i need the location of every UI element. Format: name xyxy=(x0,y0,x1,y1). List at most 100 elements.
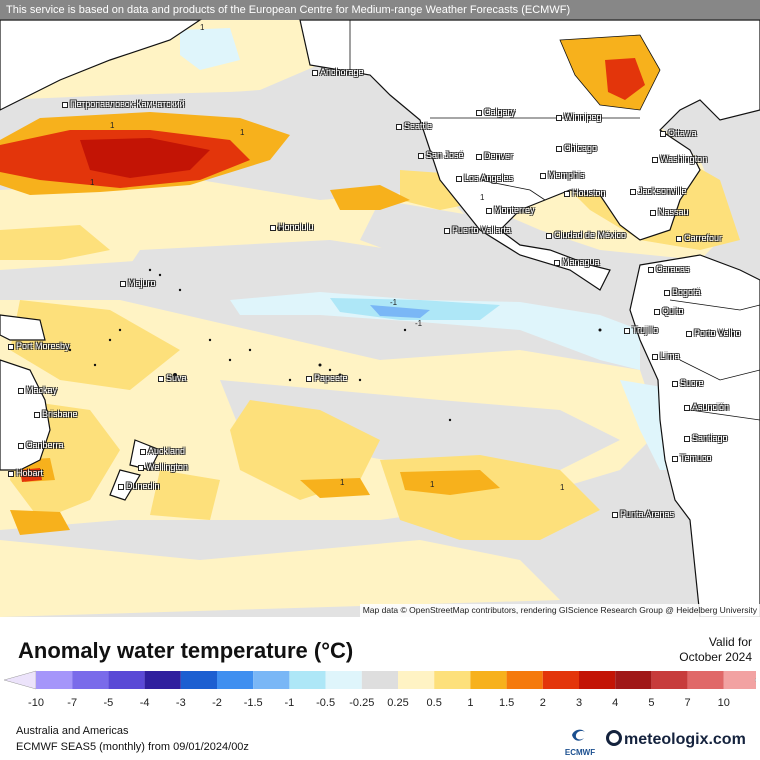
contour-label: 1 xyxy=(480,193,485,202)
legend-tick: -1.5 xyxy=(243,697,263,709)
city-name: Memphis xyxy=(548,170,585,180)
city-name: Петропавловск-Камчатский xyxy=(70,99,185,109)
city-label: Memphis xyxy=(540,170,585,180)
legend-tick: 1.5 xyxy=(498,697,515,709)
legend-tick: -4 xyxy=(139,697,150,709)
city-name: Temuco xyxy=(680,453,712,463)
city-marker-icon xyxy=(312,69,318,76)
city-name: Punta Arenas xyxy=(620,509,675,519)
legend-swatch xyxy=(398,671,435,689)
landmass-australia xyxy=(0,314,161,501)
legend-swatch xyxy=(723,671,756,689)
legend-swatch xyxy=(289,671,326,689)
city-label: Punta Arenas xyxy=(612,509,674,519)
city-marker-icon xyxy=(630,188,636,195)
city-marker-icon xyxy=(672,380,678,387)
city-label: Monterrey xyxy=(486,205,535,215)
city-label: Santiago xyxy=(684,433,728,443)
city-label: Dunedin xyxy=(118,481,160,491)
city-name: Caracas xyxy=(656,264,690,274)
city-label: Mackay xyxy=(18,385,57,395)
city-name: Porto Velho xyxy=(694,328,741,338)
city-label: Chicago xyxy=(556,143,597,153)
city-label: Auckland xyxy=(140,446,185,456)
city-label: Asunción xyxy=(684,402,729,412)
city-name: Monterrey xyxy=(494,205,535,215)
city-marker-icon xyxy=(556,114,562,121)
valid-label: Valid for xyxy=(708,635,752,649)
city-name: Wellington xyxy=(146,462,188,472)
meteologix-brand[interactable]: meteologix.com xyxy=(606,730,746,749)
contour-label: 1 xyxy=(430,480,435,489)
city-marker-icon xyxy=(476,109,482,116)
city-marker-icon xyxy=(120,280,126,287)
city-marker-icon xyxy=(624,327,630,334)
city-marker-icon xyxy=(8,343,14,350)
city-name: Brisbane xyxy=(42,409,78,419)
contour-label: 1 xyxy=(560,483,565,492)
city-name: Nassau xyxy=(658,207,689,217)
city-name: Lima xyxy=(660,351,680,361)
legend-swatch xyxy=(36,671,73,689)
city-name: Suva xyxy=(166,373,187,383)
city-label: Hobart xyxy=(8,468,43,478)
city-label: Majuro xyxy=(120,278,156,288)
city-marker-icon xyxy=(8,470,14,477)
ecmwf-swirl-icon xyxy=(572,729,585,741)
legend-tick: 0.25 xyxy=(387,697,409,709)
city-name: Chicago xyxy=(564,143,598,153)
legend-max-arrow xyxy=(754,677,756,683)
city-label: Jacksonville xyxy=(630,186,687,196)
legend-swatch xyxy=(470,671,507,689)
legend-tick: 5 xyxy=(648,697,655,709)
chart-title: Anomaly water temperature (°C) xyxy=(18,638,354,663)
legend-tick: 10 xyxy=(717,697,730,709)
city-name: Sucre xyxy=(680,378,704,388)
legend-tick: 0.5 xyxy=(426,697,442,709)
legend-swatch xyxy=(217,671,254,689)
map-attribution[interactable]: Map data © OpenStreetMap contributors, r… xyxy=(359,604,760,617)
legend-swatch xyxy=(253,671,290,689)
map-canvas: 1 1 1 1 1 1 1 1 -1 -1 xyxy=(0,19,760,617)
legend-swatch xyxy=(108,671,145,689)
legend-tick: 3 xyxy=(575,697,583,709)
city-label: Sucre xyxy=(672,378,704,388)
city-label: Papeete xyxy=(306,373,348,383)
city-name: Washington xyxy=(660,154,708,164)
legend-tick: -1 xyxy=(284,697,295,709)
city-marker-icon xyxy=(306,375,312,382)
city-marker-icon xyxy=(672,455,678,462)
city-marker-icon xyxy=(140,448,146,455)
legend-swatch xyxy=(325,671,362,689)
contour-label: 1 xyxy=(200,23,205,32)
city-marker-icon xyxy=(556,145,562,152)
city-marker-icon xyxy=(158,375,164,382)
city-marker-icon xyxy=(652,156,658,163)
city-name: Houston xyxy=(572,188,606,198)
legend-swatch xyxy=(506,671,543,689)
legend-swatch xyxy=(361,671,398,689)
city-name: Honolulu xyxy=(278,222,314,232)
city-marker-icon xyxy=(684,435,690,442)
legend-tick: -10 xyxy=(28,697,44,709)
city-name: Quito xyxy=(662,306,684,316)
city-name: Puerto Vallarta xyxy=(452,225,511,235)
sst-anomaly-map[interactable]: 1 1 1 1 1 1 1 1 -1 -1 This service is based on da… xyxy=(0,0,760,617)
city-name: Dunedin xyxy=(126,481,160,491)
city-label: Port Moresby xyxy=(8,341,70,351)
legend-tick: 1 xyxy=(467,697,474,709)
legend-swatch xyxy=(434,671,471,689)
city-label: Bogotá xyxy=(664,287,701,297)
city-label: Ottawa xyxy=(660,128,697,138)
contour-label: 1 xyxy=(340,478,345,487)
city-label: Puerto Vallarta xyxy=(444,225,511,235)
ecmwf-logo-text: ECMWF xyxy=(564,748,596,757)
city-label: Anchorage xyxy=(312,67,364,77)
city-label: Caracas xyxy=(648,264,690,274)
city-marker-icon xyxy=(546,232,552,239)
city-name: Bogotá xyxy=(672,287,701,297)
city-marker-icon xyxy=(270,224,276,231)
pacific-islands xyxy=(68,225,602,422)
city-label: Nassau xyxy=(650,207,689,217)
city-marker-icon xyxy=(684,404,690,411)
